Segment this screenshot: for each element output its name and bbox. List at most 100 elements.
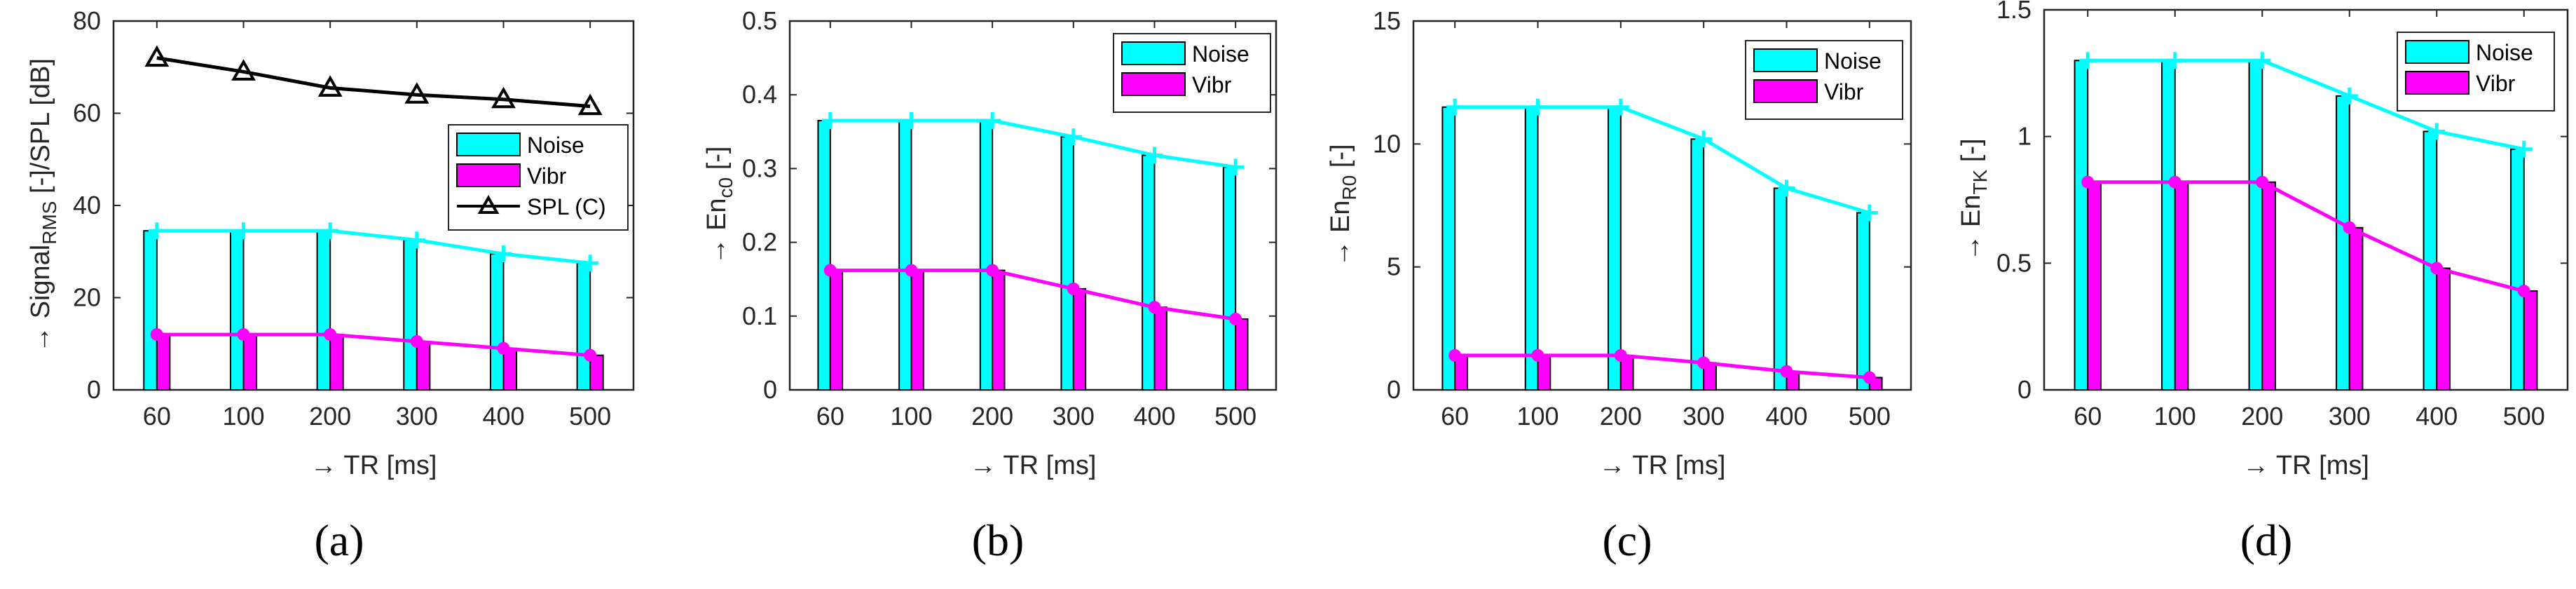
bar-noise (1441, 106, 1456, 391)
point-vibr (150, 328, 163, 341)
point-vibr (2343, 221, 2356, 234)
bar-noise (1222, 166, 1237, 391)
x-tick-label: 500 (2503, 402, 2545, 431)
legend-label: Noise (527, 133, 584, 158)
point-vibr (1531, 348, 1544, 362)
x-tick-label: 100 (890, 402, 932, 431)
x-tick-label: 500 (1849, 402, 1891, 431)
legend-label: SPL (C) (527, 194, 606, 219)
bar-noise (2074, 60, 2089, 391)
y-axis-label: → EnR0 [-] (1326, 144, 1360, 266)
legend-label: Noise (1192, 41, 1249, 67)
y-tick-label: 0.4 (742, 80, 777, 109)
bar-noise (229, 230, 245, 391)
bar-noise (979, 120, 994, 391)
point-vibr (324, 328, 337, 341)
bar-vibr (589, 354, 604, 391)
y-tick-label: 10 (1373, 129, 1401, 158)
point-vibr (584, 348, 597, 362)
point-noise (2166, 52, 2184, 69)
bar-vibr (242, 334, 258, 391)
y-tick-label: 0.3 (742, 154, 777, 182)
x-tick-label: 200 (971, 402, 1013, 431)
legend-swatch (456, 163, 521, 187)
bar-vibr (416, 340, 431, 391)
point-noise (322, 222, 339, 240)
point-noise (821, 112, 839, 130)
bar-noise (1856, 212, 1870, 391)
point-spl-c (144, 45, 170, 67)
line-vibr (156, 332, 591, 358)
y-tick-label: 1 (2017, 122, 2032, 151)
x-tick-label: 400 (1133, 402, 1175, 431)
legend-label: Noise (1824, 48, 1882, 74)
y-axis-label-unit: [-] (1326, 144, 1355, 175)
x-tick-label: 400 (2416, 402, 2458, 431)
bar-noise (2336, 95, 2350, 391)
point-vibr (1780, 365, 1793, 378)
point-noise (148, 222, 165, 240)
bar-vibr (992, 269, 1006, 391)
panel-label: (b) (972, 515, 1025, 565)
legend: Noise Vibr SPL (C) (448, 124, 629, 231)
legend-label: Vibr (1192, 72, 1232, 97)
point-vibr (497, 341, 510, 355)
chart-panel-4: 0 0.5 1 1.5 60 100 200 300 400 500 Noise Vibr → TR [… (1957, 0, 2569, 565)
x-tick-label: 400 (482, 402, 524, 431)
bar-vibr (1072, 287, 1087, 391)
x-tick-label: 60 (1441, 402, 1469, 431)
point-spl-c (317, 75, 343, 97)
bar-noise (1060, 136, 1074, 391)
x-axis-label: → TR [ms] (310, 451, 437, 480)
y-tick-label: 0.5 (1996, 248, 2032, 277)
bar-noise (403, 239, 418, 391)
point-noise (984, 112, 1001, 130)
x-tick-label: 200 (309, 402, 351, 431)
legend: Noise Vibr (1745, 40, 1903, 120)
point-vibr (1863, 371, 1876, 384)
bar-noise (1690, 138, 1705, 391)
legend-label: Vibr (2476, 71, 2516, 96)
point-vibr (823, 264, 837, 277)
point-noise (235, 222, 252, 240)
chart-panel-2: 0 0.1 0.2 0.3 0.4 0.5 60 100 200 300 400 500 Noise Vi… (702, 6, 1277, 565)
y-tick-label: 40 (73, 191, 101, 219)
legend-swatch (456, 133, 521, 156)
y-tick-label: 0 (763, 375, 777, 404)
bar-noise (2510, 148, 2525, 391)
y-axis-label: → Enc0 [-] (702, 147, 737, 265)
point-spl-c (231, 59, 256, 81)
bar-vibr (2523, 290, 2538, 391)
x-tick-label: 60 (816, 402, 844, 431)
point-noise (1695, 130, 1713, 148)
line-noise (1455, 105, 1870, 215)
x-tick-label: 300 (2329, 402, 2371, 431)
x-axis-label: → TR [ms] (1599, 451, 1726, 480)
bar-vibr (2436, 267, 2451, 391)
point-spl-c (404, 82, 430, 104)
point-noise (2254, 52, 2271, 69)
y-axis-label-unit: [-] (702, 147, 732, 177)
point-vibr (2256, 175, 2269, 189)
y-tick-label: 0 (2017, 375, 2032, 404)
y-axis-label-unit: [-]/SPL [dB] (26, 58, 55, 201)
y-axis-label-sub: c0 (715, 177, 737, 198)
point-noise (1612, 98, 1629, 116)
point-vibr (1448, 348, 1462, 362)
bar-noise (817, 120, 831, 391)
point-noise (2428, 123, 2446, 140)
bar-vibr (2348, 226, 2364, 391)
legend: Noise Vibr (1113, 33, 1271, 113)
bar-vibr (2087, 181, 2102, 391)
y-tick-label: 0.2 (742, 228, 777, 257)
y-tick-label: 60 (73, 99, 101, 128)
y-axis-label: → EnTK [-] (1957, 138, 1991, 261)
panel-label: (a) (314, 515, 364, 565)
bar-noise (2248, 60, 2263, 391)
line-vibr (830, 269, 1236, 321)
y-axis-label-main: → En (1957, 195, 1986, 262)
x-tick-label: 300 (1683, 402, 1725, 431)
point-noise (1146, 147, 1163, 164)
point-vibr (2517, 285, 2530, 298)
